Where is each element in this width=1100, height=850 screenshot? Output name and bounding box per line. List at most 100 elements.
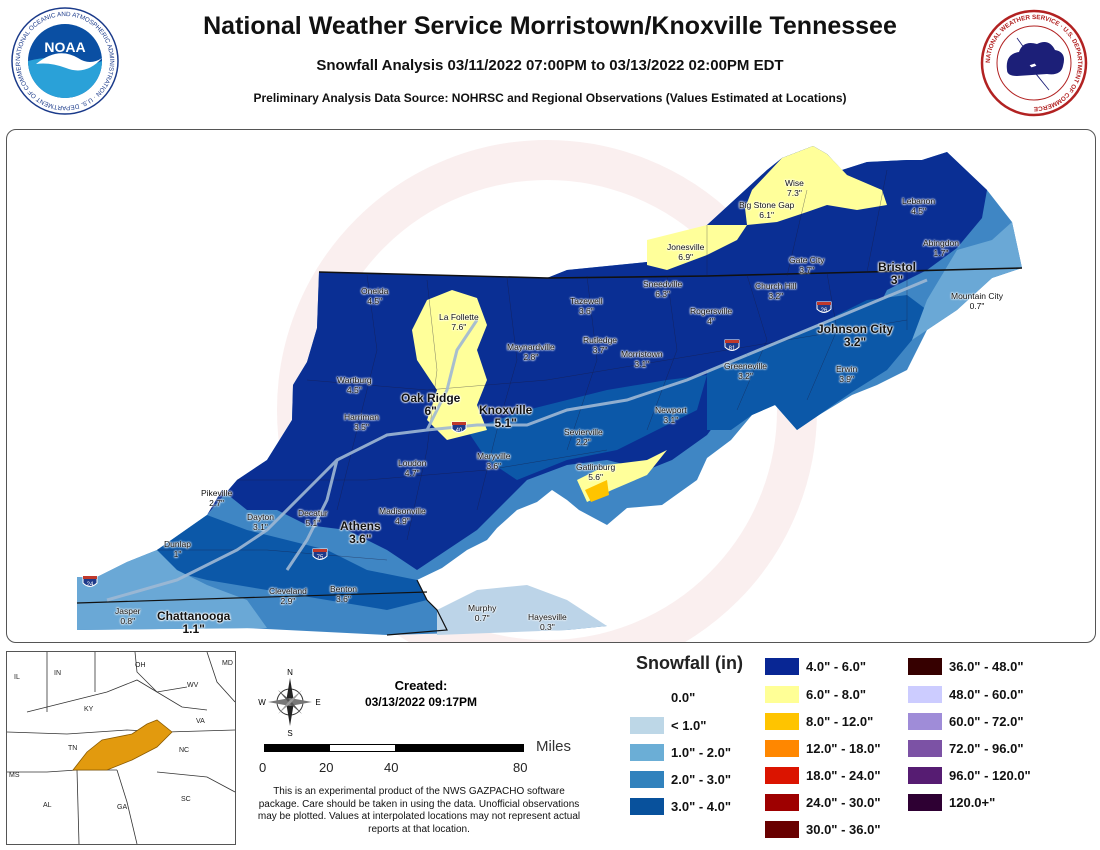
legend-swatch <box>908 685 942 703</box>
compass-e: E <box>315 698 320 707</box>
locator-inset-map: IL IN OH WV MD KY VA TN NC MS AL GA SC <box>6 651 236 845</box>
place-wise: Wise 7.3" <box>785 178 804 198</box>
legend-column-3: 36.0" - 48.0" 48.0" - 60.0" 60.0" - 72.0… <box>908 653 1031 816</box>
band-6-8-in-jonesville <box>647 225 747 270</box>
svg-text:24: 24 <box>87 582 94 588</box>
legend-item: 1.0" - 2.0" <box>630 739 731 766</box>
place-oneida: Oneida 4.5" <box>361 286 389 306</box>
inset-state-tn: TN <box>68 745 78 752</box>
place-benton: Benton 3.6" <box>330 584 357 604</box>
band-3-4-in-valley <box>467 375 707 480</box>
legend-swatch <box>908 740 942 757</box>
band-1-2-in-ne <box>912 222 1022 340</box>
place-mountain-city: Mountain City 0.7" <box>951 291 1003 311</box>
place-greeneville: Greeneville 3.2" <box>724 361 767 381</box>
legend-swatch <box>765 658 799 675</box>
place-rutledge: Rutledge 3.7" <box>583 335 618 355</box>
legend-item: 4.0" - 6.0" <box>765 653 880 680</box>
place-chattanooga: Chattanooga 1.1" <box>157 609 231 636</box>
place-athens: Athens 3.6" <box>340 519 381 546</box>
legend-item: 36.0" - 48.0" <box>908 653 1031 680</box>
place-pikeville: Pikeville 2.7" <box>201 488 233 508</box>
inset-state-ga: GA <box>117 804 128 811</box>
inset-state-ky: KY <box>84 706 94 713</box>
legend-label: 36.0" - 48.0" <box>949 659 1024 674</box>
legend-item: 18.0" - 24.0" <box>765 762 880 789</box>
band-8-12-in-gatlinburg <box>585 480 609 502</box>
scale-bar <box>264 744 524 752</box>
legend-title: Snowfall (in) <box>636 653 743 673</box>
svg-text:40: 40 <box>456 428 463 434</box>
band-6-8-in-oakridge <box>412 290 487 440</box>
data-source-note: Preliminary Analysis Data Source: NOHRSC… <box>253 91 847 105</box>
legend-swatch <box>908 767 942 784</box>
place-madisonville: Madisonville 4.9" <box>379 506 426 526</box>
band-3-4-in-east <box>707 295 927 430</box>
legend-label: 120.0+" <box>949 795 996 810</box>
inset-state-oh: OH <box>135 662 146 669</box>
legend-swatch <box>908 658 942 675</box>
legend-label: 6.0" - 8.0" <box>806 686 867 702</box>
nws-logo: NATIONAL WEATHER SERVICE · U.S. DEPARTME… <box>977 8 1092 118</box>
place-harriman: Harriman 3.5" <box>344 412 379 432</box>
legend-swatch <box>630 689 664 706</box>
county-lines <box>157 169 908 561</box>
legend-item: 8.0" - 12.0" <box>765 708 880 735</box>
place-la-follette: La Follette 7.6" <box>439 312 479 332</box>
place-dunlap: Dunlap 1" <box>164 539 191 559</box>
legend-item: 72.0" - 96.0" <box>908 735 1031 762</box>
scale-unit-label: Miles <box>536 738 572 755</box>
place-dayton: Dayton 3.1" <box>247 512 274 532</box>
place-jonesville: Jonesville 6.9" <box>667 242 705 262</box>
inset-state-wv: WV <box>187 682 199 689</box>
compass-w: W <box>258 698 266 707</box>
inset-state-il: IL <box>14 674 20 681</box>
inset-state-ms: MS <box>9 772 20 779</box>
inset-state-va: VA <box>196 718 205 725</box>
legend-swatch <box>908 713 942 730</box>
place-newport: Newport 3.1" <box>655 405 687 425</box>
place-erwin: Erwin 3.9" <box>836 364 858 384</box>
legend-label: 8.0" - 12.0" <box>806 714 874 729</box>
svg-text:75: 75 <box>317 555 324 561</box>
inset-state-nc: NC <box>179 747 190 754</box>
page-title: National Weather Service Morristown/Knox… <box>203 12 897 40</box>
legend-item: 24.0" - 30.0" <box>765 789 880 816</box>
legend-item: 2.0" - 3.0" <box>630 766 731 793</box>
place-loudon: Loudon 4.7" <box>398 458 427 478</box>
legend-item: 6.0" - 8.0" <box>765 680 880 708</box>
tn-ga-border <box>76 591 428 604</box>
legend-label: 4.0" - 6.0" <box>806 659 867 674</box>
place-oak-ridge: Oak Ridge 6" <box>401 391 461 418</box>
legend-item: 0.0" <box>630 684 731 711</box>
place-rogersville: Rogersville 4" <box>690 306 733 326</box>
legend-label: 18.0" - 24.0" <box>806 768 881 783</box>
noaa-logo: NOAA NATIONAL OCEANIC AND ATMOSPHERIC AD… <box>4 1 124 116</box>
forecast-area-highlight <box>72 719 173 771</box>
legend-item: 30.0" - 36.0" <box>765 816 880 843</box>
place-big-stone-gap: Big Stone Gap 6.1" <box>739 200 795 220</box>
inset-state-in: IN <box>54 670 61 677</box>
place-hayesville: Hayesville 0.3" <box>528 612 567 632</box>
place-decatur: Decatur 5.1" <box>298 508 328 528</box>
legend-label: 30.0" - 36.0" <box>806 822 881 837</box>
legend-item: < 1.0" <box>630 711 731 739</box>
legend-item: 60.0" - 72.0" <box>908 708 1031 735</box>
compass-rose-icon: N S E W <box>258 666 322 738</box>
legend-label: 3.0" - 4.0" <box>671 799 732 814</box>
scale-tick-20: 20 <box>319 760 334 775</box>
legend-label: 0.0" <box>671 690 696 705</box>
disclaimer-text: This is an experimental product of the N… <box>257 786 581 835</box>
interstate-26-shield: 26 <box>815 300 833 321</box>
band-6-8-in-wise <box>745 146 887 225</box>
legend-label: 72.0" - 96.0" <box>949 741 1024 756</box>
svg-text:26: 26 <box>821 308 828 314</box>
legend-swatch <box>765 794 799 811</box>
legend-swatch <box>765 740 799 757</box>
place-church-hill: Church Hill 3.2" <box>755 281 797 301</box>
legend-column-1: 0.0" < 1.0" 1.0" - 2.0" 2.0" - 3.0" 3.0"… <box>630 684 731 820</box>
interstate-40-shield: 40 <box>450 420 468 441</box>
place-tazewell: Tazewell 3.6" <box>570 296 603 316</box>
legend-swatch <box>908 794 942 811</box>
river-network <box>106 278 928 602</box>
